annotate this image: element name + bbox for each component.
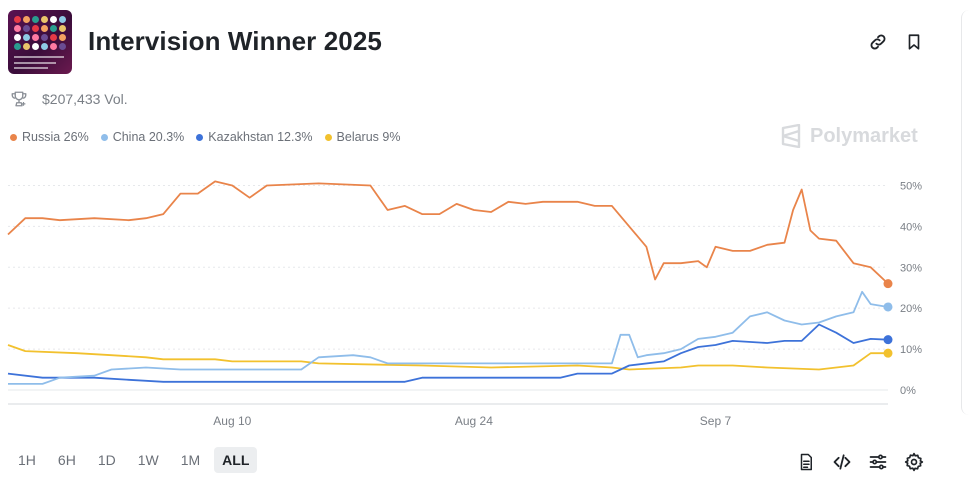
range-6h[interactable]: 6H	[57, 452, 76, 468]
series-line-china	[8, 290, 889, 385]
legend-swatch	[10, 133, 17, 141]
y-tick-label: 30%	[900, 262, 922, 274]
time-range-selector: 1H 6H 1D 1W 1M ALL	[10, 447, 258, 473]
series-line-belarus	[7, 344, 888, 371]
side-panel-edge	[961, 10, 972, 415]
sliders-icon	[869, 454, 887, 470]
legend-swatch	[100, 133, 108, 141]
series-line-russia	[7, 180, 889, 285]
polymarket-logo-icon	[781, 124, 801, 148]
chart-toolbar	[794, 450, 926, 474]
legend-swatch	[324, 133, 332, 141]
y-tick-label: 50%	[900, 180, 922, 192]
price-chart: 0% 10% 20% 30% 40% 50% Aug 10 Aug 24 Sep 7	[7, 180, 922, 428]
gear-icon	[904, 452, 924, 472]
legend-item: Belarus 9%	[324, 130, 401, 144]
y-tick-label: 40%	[900, 221, 922, 233]
y-tick-label: 20%	[900, 303, 922, 315]
range-1m[interactable]: 1M	[180, 452, 201, 468]
x-tick-label: Aug 10	[213, 414, 251, 428]
series-endpoint-china	[883, 302, 893, 312]
chart-legend: Russia 26% China 20.3% Kazakhstan 12.3% Bel…	[10, 130, 400, 144]
legend-label: Kazakhstan 12.3%	[208, 130, 313, 144]
brand-name: Polymarket	[810, 124, 918, 147]
embed-button[interactable]	[830, 450, 854, 474]
range-1d[interactable]: 1D	[97, 452, 116, 468]
series-endpoint-kazakhstan	[883, 335, 893, 345]
code-icon	[833, 454, 851, 470]
legend-item: China 20.3%	[100, 130, 185, 144]
copy-link-button[interactable]	[866, 30, 890, 54]
trophy-icon	[11, 91, 27, 107]
chart-settings-button[interactable]	[866, 450, 890, 474]
legend-label: Belarus 9%	[336, 130, 401, 144]
series-endpoint-russia	[883, 279, 893, 289]
x-tick-label: Aug 24	[455, 414, 493, 428]
range-1h[interactable]: 1H	[18, 452, 36, 468]
range-1w[interactable]: 1W	[137, 452, 159, 468]
page-title: Intervision Winner 2025	[88, 26, 382, 56]
series-line-kazakhstan	[7, 323, 889, 383]
settings-button[interactable]	[902, 450, 926, 474]
market-thumbnail	[8, 10, 72, 74]
legend-label: Russia 26%	[22, 130, 89, 144]
legend-label: China 20.3%	[112, 130, 185, 144]
volume-text: $207,433 Vol.	[42, 91, 128, 107]
x-tick-label: Sep 7	[700, 414, 732, 428]
y-tick-label: 0%	[900, 385, 916, 397]
legend-item: Russia 26%	[10, 130, 89, 144]
range-all[interactable]: ALL	[214, 447, 258, 473]
bookmark-icon	[908, 34, 920, 50]
volume-row: $207,433 Vol.	[10, 90, 128, 108]
legend-item: Kazakhstan 12.3%	[196, 130, 313, 144]
link-icon	[870, 34, 886, 50]
bookmark-button[interactable]	[902, 30, 926, 54]
brand-watermark: Polymarket	[780, 124, 918, 148]
series-endpoint-belarus	[883, 348, 893, 358]
legend-swatch	[196, 133, 204, 141]
y-tick-label: 10%	[900, 344, 922, 356]
rules-button[interactable]	[794, 450, 818, 474]
document-icon	[800, 453, 812, 471]
